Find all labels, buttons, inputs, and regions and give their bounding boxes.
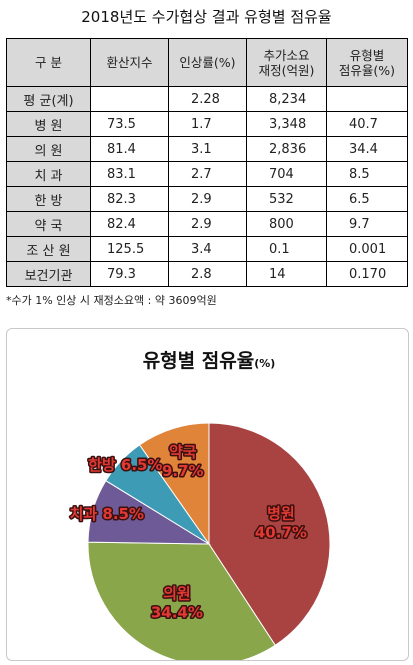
table-row: 치 과 83.1 2.7 704 8.5 bbox=[6, 161, 408, 187]
slice-label: 치과 8.5% bbox=[70, 505, 144, 523]
row-label: 약 국 bbox=[6, 211, 91, 237]
slice-label: 한방 6.5% bbox=[88, 456, 162, 474]
table-cell: 6.5 bbox=[326, 186, 408, 212]
table-header-cell: 환산지수 bbox=[90, 38, 169, 87]
table-row: 의 원 81.4 3.1 2,836 34.4 bbox=[6, 136, 408, 162]
table-cell: 8,234 bbox=[246, 86, 327, 112]
table-cell bbox=[326, 86, 408, 112]
table-cell: 79.3 bbox=[90, 261, 169, 287]
row-label: 조 산 원 bbox=[6, 236, 91, 262]
table-row: 평 균(계) 2.28 8,234 bbox=[6, 86, 408, 112]
chart-title-text: 유형별 점유율 bbox=[143, 350, 255, 372]
table-cell: 9.7 bbox=[326, 211, 408, 237]
table-row: 보건기관 79.3 2.8 14 0.170 bbox=[6, 261, 408, 287]
table-cell: 532 bbox=[246, 186, 327, 212]
table-header-cell: 유형별 점유율(%) bbox=[326, 38, 408, 87]
table-cell: 2.28 bbox=[168, 86, 247, 112]
table-cell: 0.170 bbox=[326, 261, 408, 287]
table-cell: 82.4 bbox=[90, 211, 169, 237]
table-cell: 2.9 bbox=[168, 211, 247, 237]
table-cell: 1.7 bbox=[168, 111, 247, 137]
table-cell: 2.8 bbox=[168, 261, 247, 287]
table-header-cell: 구 분 bbox=[6, 38, 91, 87]
table-cell: 2.7 bbox=[168, 161, 247, 187]
table-cell: 34.4 bbox=[326, 136, 408, 162]
table-cell: 81.4 bbox=[90, 136, 169, 162]
table-row: 조 산 원 125.5 3.4 0.1 0.001 bbox=[6, 236, 408, 262]
table-header-cell: 추가소요 재정(억원) bbox=[246, 38, 327, 87]
row-label: 의 원 bbox=[6, 136, 91, 162]
table-row: 약 국 82.4 2.9 800 9.7 bbox=[6, 211, 408, 237]
pie-slice bbox=[87, 541, 276, 660]
pie-slice bbox=[138, 422, 210, 546]
row-label: 병 원 bbox=[6, 111, 91, 137]
table-cell: 800 bbox=[246, 211, 327, 237]
table-cell: 3.1 bbox=[168, 136, 247, 162]
result-table: 구 분 환산지수 인상률(%) 추가소요 재정(억원) 유형별 점유율(%) 평 균(계) 2… bbox=[6, 38, 408, 287]
table-cell: 704 bbox=[246, 161, 327, 187]
table-cell: 3.4 bbox=[168, 236, 247, 262]
table-cell: 2.9 bbox=[168, 186, 247, 212]
table-header-row: 구 분 환산지수 인상률(%) 추가소요 재정(억원) 유형별 점유율(%) bbox=[6, 38, 408, 87]
table-cell: 0.001 bbox=[326, 236, 408, 262]
row-label: 보건기관 bbox=[6, 261, 91, 287]
chart-title-unit: (%) bbox=[254, 357, 275, 370]
row-label: 평 균(계) bbox=[6, 86, 91, 112]
table-cell: 82.3 bbox=[90, 186, 169, 212]
slice-label: 병원 40.7% bbox=[255, 505, 307, 542]
table-row: 병 원 73.5 1.7 3,348 40.7 bbox=[6, 111, 408, 137]
page-title: 2018년도 수가협상 결과 유형별 점유율 bbox=[81, 8, 332, 26]
table-cell: 0.1 bbox=[246, 236, 327, 262]
table-cell: 73.5 bbox=[90, 111, 169, 137]
footnote: *수가 1% 인상 시 재정소요액 : 약 3609억원 bbox=[6, 294, 217, 307]
slice-label: 약국 9.7% bbox=[162, 443, 204, 480]
table-cell: 3,348 bbox=[246, 111, 327, 137]
table-cell: 125.5 bbox=[90, 236, 169, 262]
table-cell: 40.7 bbox=[326, 111, 408, 137]
table-body: 평 균(계) 2.28 8,234 병 원 73.5 1.7 3,348 40.7 의 원 81.… bbox=[6, 86, 408, 287]
table-cell: 8.5 bbox=[326, 161, 408, 187]
table-cell: 83.1 bbox=[90, 161, 169, 187]
slice-label: 의원 34.4% bbox=[151, 584, 203, 621]
pie-chart-panel: 유형별 점유율(%) 병원 40.7% 의원 34.4% 치과 8.5% 한방 6.5% 약… bbox=[6, 328, 409, 661]
table-header-cell: 인상률(%) bbox=[168, 38, 247, 87]
table-cell: 2,836 bbox=[246, 136, 327, 162]
table-row: 한 방 82.3 2.9 532 6.5 bbox=[6, 186, 408, 212]
row-label: 치 과 bbox=[6, 161, 91, 187]
chart-title: 유형별 점유율(%) bbox=[143, 350, 276, 372]
table-cell bbox=[90, 86, 169, 112]
row-label: 한 방 bbox=[6, 186, 91, 212]
table-cell: 14 bbox=[246, 261, 327, 287]
pie-chart: 유형별 점유율(%) 병원 40.7% 의원 34.4% 치과 8.5% 한방 6.5%약… bbox=[68, 350, 331, 660]
